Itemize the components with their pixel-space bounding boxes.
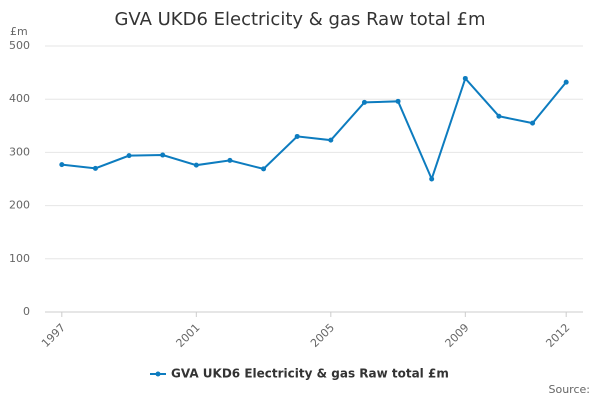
data-point [530,120,536,126]
legend-symbol-dot [155,371,161,377]
data-point [462,75,468,81]
y-tick-label: 300 [9,145,30,158]
data-point [92,165,98,171]
chart-title: GVA UKD6 Electricity & gas Raw total £m [114,9,485,30]
data-point [193,162,199,168]
x-tick-label: 2005 [308,321,337,350]
x-tick-label: 1997 [39,321,68,350]
data-point [563,79,569,85]
data-point [126,153,132,159]
y-tick-label: 100 [9,252,30,265]
y-tick-label: 200 [9,199,30,212]
data-point [395,98,401,104]
source: Source: [549,383,591,396]
data-point [227,157,233,163]
y-tick-label: 500 [9,39,30,52]
legend-label: GVA UKD6 Electricity & gas Raw total £m [171,367,449,381]
y-tick-label: 400 [9,92,30,105]
data-point [328,137,334,143]
x-tick-label: 2012 [543,321,572,350]
x-tick-label: 2001 [174,321,203,350]
data-point [429,176,435,182]
data-point [261,166,267,172]
data-point [59,162,65,168]
data-point [496,113,502,119]
y-tick-label: 0 [23,305,30,318]
data-point [361,99,367,105]
series-line [61,76,567,182]
data-point [294,133,300,139]
y-axis-label: £m [10,25,28,38]
x-tick-label: 2009 [443,321,472,350]
data-point [160,152,166,158]
